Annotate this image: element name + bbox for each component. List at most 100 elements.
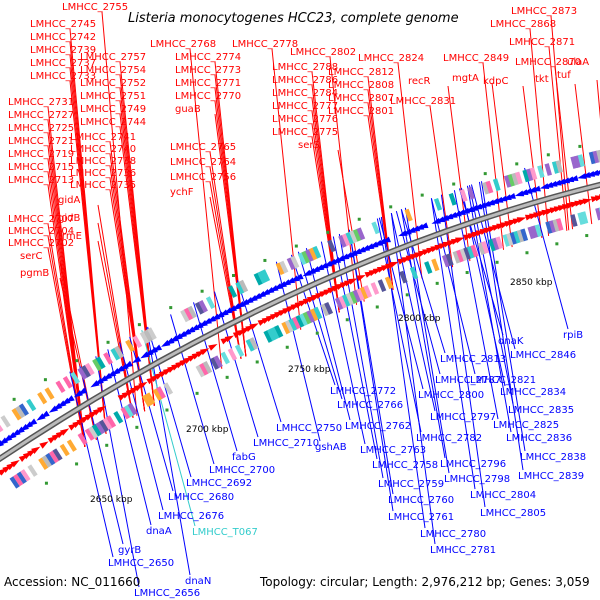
gene-label-forward: LMHCC_2752	[80, 78, 146, 89]
gene-label-forward: LMHCC_2771	[175, 78, 241, 89]
gene-label-forward: pgmB	[20, 268, 49, 279]
gene-label-forward: kdpC	[483, 76, 508, 87]
gene-label-reverse: LMHCC_2763	[360, 445, 426, 456]
gene-label-reverse: LMHCC_2787	[435, 375, 501, 386]
gene-label-reverse: LMHCC_2710	[253, 438, 319, 449]
rna-marker	[578, 145, 581, 148]
rna-marker	[44, 378, 47, 381]
rna-marker	[452, 183, 455, 186]
rna-marker	[13, 398, 16, 401]
gene-label-reverse: LMHCC_2692	[186, 478, 252, 489]
gene-label-forward: LMHCC_2868	[490, 19, 556, 30]
rna-marker	[525, 251, 528, 254]
gene-label-forward: LMHCC_2735	[70, 180, 136, 191]
gene-label-forward: LMHCC_2727	[8, 110, 74, 121]
gene-label-forward: LMHCC_2754	[80, 65, 146, 76]
gene-label-forward: LMHCC_2721	[8, 136, 74, 147]
gene-label-forward: LMHCC_2765	[170, 142, 236, 153]
rna-marker	[316, 332, 319, 335]
gene-label-forward: LMHCC_2745	[30, 19, 96, 30]
gene-label-forward: LMHCC_2742	[30, 32, 96, 43]
gene-label-reverse: LMHCC_2834	[500, 387, 566, 398]
gene-label-forward: LMHCC_2749	[80, 104, 146, 115]
gene-label-reverse: rpiB	[563, 330, 583, 341]
gene-label-forward: LMHCC_2778	[232, 39, 298, 50]
rna-label: LMHCC_T067	[192, 527, 258, 538]
gene-label-reverse: LMHCC_2762	[345, 421, 411, 432]
gene-label-reverse: LMHCC_2759	[378, 479, 444, 490]
rna-marker	[45, 482, 48, 485]
gene-label-forward: ychF	[170, 187, 194, 198]
gene-label-reverse: dnaN	[185, 576, 211, 587]
gene-label-reverse: LMHCC_2780	[420, 529, 486, 540]
gene-label-reverse: LMHCC_2650	[108, 558, 174, 569]
gene-label-forward: LMHCC_2871	[509, 37, 575, 48]
gene-label-reverse: dnaA	[146, 526, 172, 537]
gene-label-forward: LMHCC_2756	[170, 172, 236, 183]
gene-label-forward: LMHCC_2731	[8, 97, 74, 108]
rna-marker	[346, 318, 349, 321]
rna-marker	[421, 194, 424, 197]
gene-label-reverse: LMHCC_2798	[444, 474, 510, 485]
rna-marker	[75, 359, 78, 362]
kbp-label: 2700 kbp	[186, 425, 229, 435]
rna-marker	[226, 376, 229, 379]
gene-label-forward: LMHCC_2812	[328, 67, 394, 78]
gene-label-reverse: LMHCC_2805	[480, 508, 546, 519]
rna-marker	[585, 234, 588, 237]
gene-label-forward: LMHCC_2713	[8, 175, 74, 186]
gene-label-forward: serC	[20, 251, 42, 262]
gene-label-forward: LMHCC_2808	[328, 80, 394, 91]
gene-label-reverse: LMHCC_2760	[388, 495, 454, 506]
gene-label-reverse: LMHCC_2836	[506, 433, 572, 444]
gene-label-reverse: gshAB	[315, 442, 347, 453]
gene-label-forward: LMHCC_2764	[170, 157, 236, 168]
gene-label-reverse: fabG	[232, 452, 256, 463]
gene-label-reverse: LMHCC_2838	[520, 452, 586, 463]
gene-label-reverse: LMHCC_2825	[493, 420, 559, 431]
gene-label-forward: LMHCC_2719	[8, 149, 74, 160]
gene-label-forward: LMHCC_2770	[175, 91, 241, 102]
gene-label-reverse: LMHCC_2846	[510, 350, 576, 361]
gene-label-forward: LMHCC_2774	[175, 52, 241, 63]
gene-label-forward: LMHCC_2773	[175, 65, 241, 76]
rna-marker	[547, 153, 550, 156]
rna-marker	[256, 360, 259, 363]
gene-label-forward: LMHCC_2738	[70, 156, 136, 167]
gene-label-forward: LMHCC_2751	[80, 91, 146, 102]
gene-label-forward: LMHCC_2757	[80, 52, 146, 63]
rna-marker	[326, 231, 329, 234]
gene-label-reverse: LMHCC_2835	[508, 405, 574, 416]
gene-label-reverse: LMHCC_2839	[518, 471, 584, 482]
gene-label-reverse: LMHCC_2782	[416, 433, 482, 444]
gene-label-forward: LMHCC_2824	[358, 53, 424, 64]
gene-label-reverse: LMHCC_2750	[276, 423, 342, 434]
gene-label-forward: LMHCC_2801	[328, 106, 394, 117]
gene-label-reverse: LMHCC_2680	[168, 492, 234, 503]
gene-label-forward: mgtA	[452, 73, 479, 84]
rna-marker	[138, 323, 141, 326]
gene-label-reverse: LMHCC_2700	[209, 465, 275, 476]
gene-label-forward: gidB	[58, 213, 80, 224]
gene-label-forward: LMHCC_2725	[8, 123, 74, 134]
map-title: Listeria monocytogenes HCC23, complete g…	[128, 11, 459, 26]
gene-label-reverse: gyrB	[118, 545, 141, 556]
gene-label-reverse: LMHCC_2758	[372, 460, 438, 471]
gene-label-forward: tuf	[557, 70, 571, 81]
gene-label-forward: LMHCC_2775	[272, 127, 338, 138]
rna-marker	[436, 282, 439, 285]
gene-label-reverse: LMHCC_2804	[470, 490, 536, 501]
gene-label-forward: tkt	[535, 74, 549, 85]
gene-label-reverse: LMHCC_2761	[388, 512, 454, 523]
rna-marker	[555, 242, 558, 245]
gene-label-forward: LMHCC_2755	[62, 2, 128, 13]
gene-label-forward: ulaA	[567, 57, 589, 68]
rna-marker	[75, 462, 78, 465]
rna-marker	[286, 346, 289, 349]
gene-label-reverse: LMHCC_2781	[430, 545, 496, 556]
gene-label-reverse: LMHCC_2800	[418, 390, 484, 401]
gene-label-forward: trmE	[58, 231, 82, 242]
accession-text: Accession: NC_011660	[4, 575, 140, 589]
gene-label-forward: LMHCC_2768	[150, 39, 216, 50]
rna-marker	[406, 293, 409, 296]
